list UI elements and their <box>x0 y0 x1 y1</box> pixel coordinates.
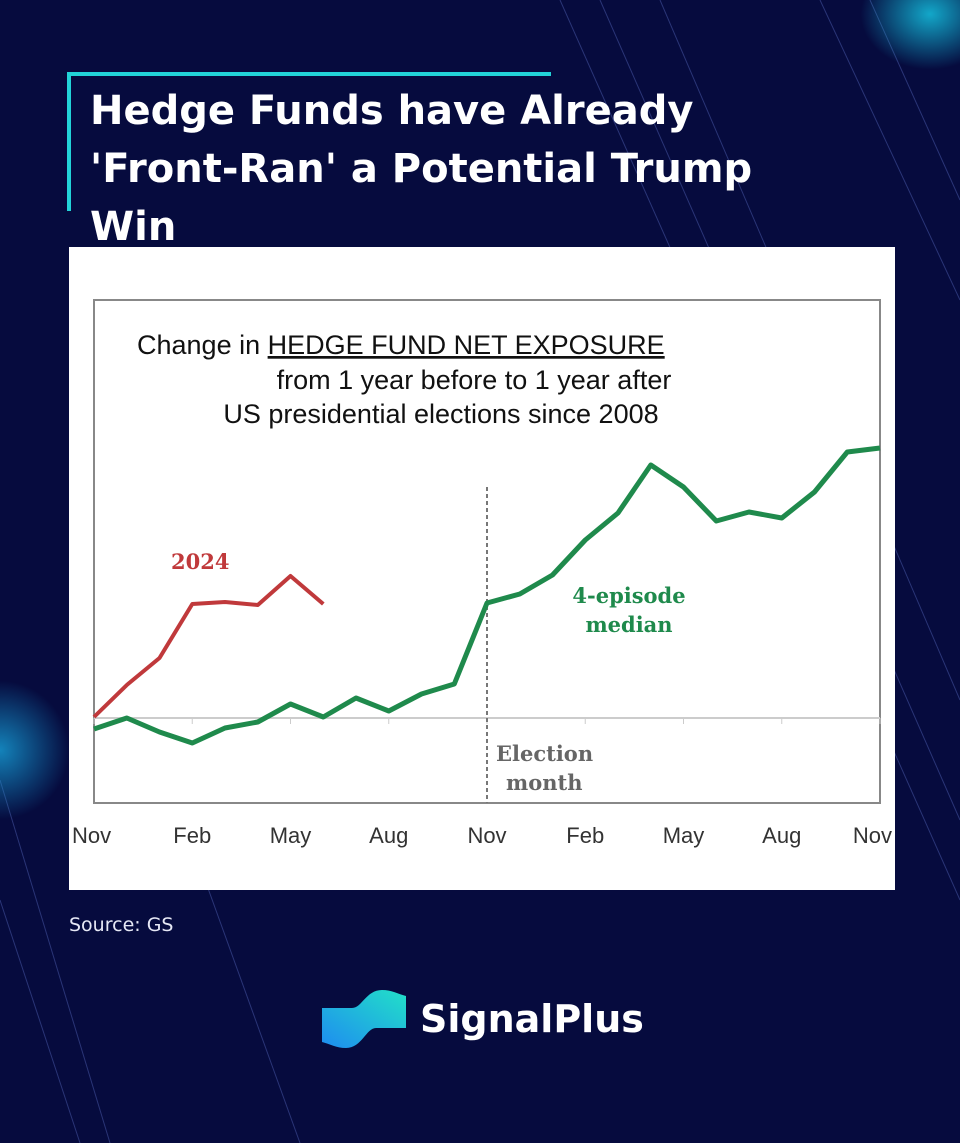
source-note: Source: GS <box>69 914 174 936</box>
label-election-month: month <box>506 770 582 795</box>
label-median-2: median <box>585 612 672 637</box>
x-tick-label: Nov <box>72 823 111 848</box>
chart-title-line1: Change in HEDGE FUND NET EXPOSURE <box>137 330 665 360</box>
x-tick-label: May <box>663 823 705 848</box>
brand-name: SignalPlus <box>420 997 644 1041</box>
label-2024: 2024 <box>171 549 229 574</box>
page-title: Hedge Funds have Already 'Front-Ran' a P… <box>90 88 753 250</box>
glow-top-right <box>860 0 960 70</box>
label-election: Election <box>496 741 593 766</box>
series-median-line <box>93 445 881 746</box>
chart-card: Change in HEDGE FUND NET EXPOSURE from 1… <box>69 247 895 890</box>
x-tick-label: May <box>270 823 312 848</box>
x-tick-label: Aug <box>762 823 801 848</box>
x-tick-label: Nov <box>467 823 506 848</box>
brand-logo: SignalPlus <box>322 988 644 1050</box>
x-tick-label: Nov <box>853 823 892 848</box>
label-median-1: 4-episode <box>572 583 685 608</box>
x-tick-label: Feb <box>173 823 211 848</box>
x-tick-label: Aug <box>369 823 408 848</box>
background-line <box>0 899 81 1143</box>
chart-subtitle-line2: from 1 year before to 1 year after <box>277 365 672 395</box>
x-tick-label: Feb <box>566 823 604 848</box>
series-2024-line <box>92 574 325 719</box>
chart-subtitle-line3: US presidential elections since 2008 <box>223 399 658 429</box>
signalplus-logo-icon <box>322 990 406 1048</box>
background-line <box>0 779 111 1143</box>
line-chart: Change in HEDGE FUND NET EXPOSURE from 1… <box>72 299 892 848</box>
background-line <box>819 0 960 301</box>
glow-left <box>0 680 70 820</box>
title-frame <box>67 72 551 211</box>
